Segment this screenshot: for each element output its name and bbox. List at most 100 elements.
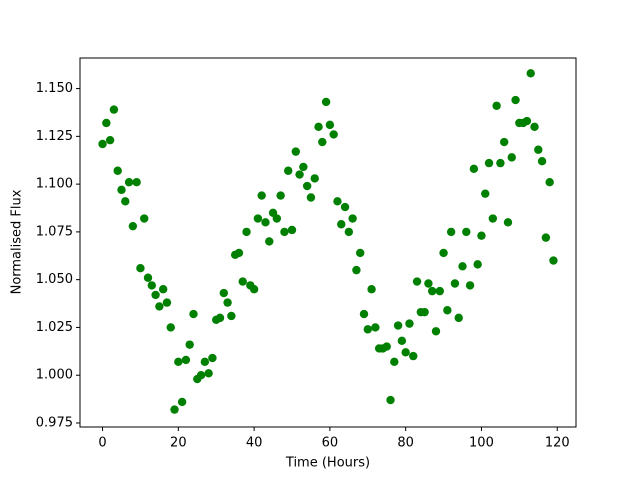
- data-point: [219, 288, 228, 298]
- data-point: [352, 265, 361, 275]
- data-point: [227, 311, 236, 321]
- data-point: [393, 321, 403, 330]
- data-point: [386, 395, 395, 405]
- data-point: [302, 181, 312, 191]
- data-point: [340, 202, 350, 212]
- data-point: [151, 290, 160, 300]
- data-point: [522, 116, 532, 126]
- data-point: [382, 342, 391, 351]
- data-point: [435, 286, 444, 296]
- data-point: [541, 233, 551, 242]
- data-point: [367, 285, 376, 294]
- data-point: [469, 164, 479, 174]
- data-point: [401, 348, 410, 357]
- data-point: [537, 156, 547, 166]
- data-point: [499, 137, 509, 147]
- data-point: [526, 69, 535, 78]
- data-point: [405, 319, 414, 328]
- data-point: [174, 357, 183, 367]
- data-point: [356, 248, 365, 258]
- data-point: [162, 298, 172, 307]
- data-point: [496, 158, 505, 168]
- data-point: [113, 166, 122, 175]
- y-tick-label: 1.000: [36, 368, 73, 383]
- data-point: [132, 178, 141, 187]
- data-point: [545, 178, 554, 187]
- data-point: [397, 336, 407, 346]
- data-point: [477, 231, 486, 240]
- data-point: [208, 353, 217, 363]
- data-point: [431, 327, 441, 336]
- data-point: [318, 137, 327, 147]
- data-point: [234, 248, 244, 258]
- x-tick-label: 20: [170, 436, 187, 451]
- data-point: [249, 285, 259, 294]
- data-point: [473, 260, 482, 269]
- data-point: [284, 166, 293, 175]
- data-point: [109, 105, 119, 114]
- x-tick-label: 60: [322, 436, 339, 451]
- data-point: [117, 185, 126, 195]
- data-point: [215, 313, 225, 323]
- data-point: [439, 248, 448, 258]
- data-point: [492, 101, 501, 110]
- x-tick-label: 120: [545, 436, 570, 451]
- data-point: [534, 145, 543, 154]
- data-point: [272, 214, 282, 223]
- data-point: [488, 214, 498, 223]
- data-point: [200, 357, 210, 367]
- data-point: [265, 237, 274, 246]
- data-point: [124, 178, 134, 187]
- data-point: [98, 139, 107, 149]
- y-tick-label: 0.975: [36, 415, 73, 430]
- data-point: [295, 170, 304, 179]
- data-point: [424, 279, 433, 288]
- data-point: [155, 302, 164, 311]
- x-tick-label: 0: [98, 436, 106, 451]
- data-point: [253, 214, 263, 223]
- data-point: [446, 227, 456, 237]
- x-tick-label: 40: [246, 436, 263, 451]
- data-point: [314, 122, 323, 131]
- data-point: [481, 189, 490, 198]
- data-point: [409, 351, 418, 361]
- data-point: [196, 371, 206, 380]
- y-tick-label: 1.075: [36, 224, 73, 239]
- data-point: [136, 264, 145, 273]
- data-point: [147, 281, 157, 290]
- data-point: [170, 405, 179, 414]
- data-point: [121, 197, 130, 206]
- data-point: [325, 120, 335, 130]
- data-point: [359, 309, 369, 319]
- data-point: [503, 218, 513, 227]
- data-point: [189, 309, 198, 319]
- y-tick-label: 1.125: [36, 129, 73, 144]
- data-point: [454, 313, 463, 323]
- data-point: [276, 191, 285, 200]
- data-point: [261, 218, 270, 227]
- data-point: [344, 227, 354, 237]
- x-tick-label: 80: [397, 436, 414, 451]
- y-tick-label: 1.100: [36, 177, 73, 192]
- data-point: [333, 197, 342, 206]
- axes-frame: [79, 57, 577, 428]
- data-point: [287, 225, 297, 235]
- data-point: [321, 97, 331, 107]
- y-axis-label: Normalised Flux: [10, 189, 25, 294]
- data-point: [530, 122, 539, 131]
- data-point: [299, 162, 308, 172]
- data-point: [105, 135, 115, 145]
- data-point: [329, 130, 338, 139]
- data-point: [371, 323, 380, 332]
- data-point: [549, 256, 558, 265]
- data-point: [348, 214, 357, 223]
- data-point: [450, 279, 460, 288]
- data-point: [337, 220, 346, 229]
- data-point: [390, 357, 399, 367]
- data-point: [484, 158, 494, 168]
- y-tick-label: 1.150: [36, 81, 73, 96]
- data-point: [306, 193, 316, 202]
- x-axis-label: Time (Hours): [285, 456, 370, 471]
- data-point: [428, 286, 437, 296]
